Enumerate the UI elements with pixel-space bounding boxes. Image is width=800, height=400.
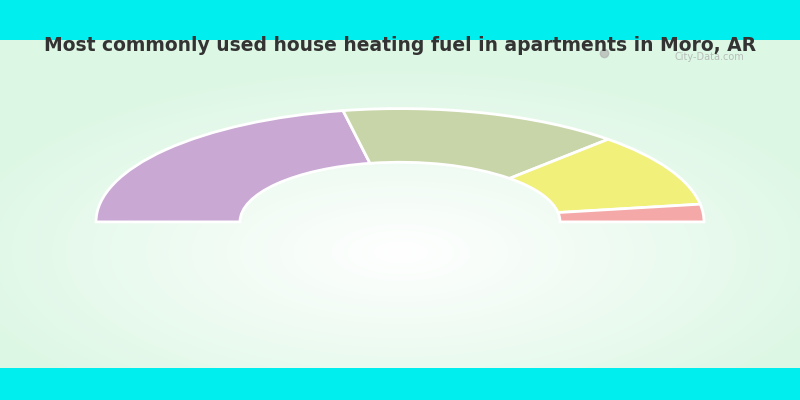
Wedge shape [96, 110, 370, 222]
Wedge shape [510, 139, 700, 212]
Text: City-Data.com: City-Data.com [674, 52, 744, 62]
Wedge shape [343, 108, 608, 178]
Wedge shape [558, 204, 704, 222]
Text: Most commonly used house heating fuel in apartments in Moro, AR: Most commonly used house heating fuel in… [44, 36, 756, 55]
